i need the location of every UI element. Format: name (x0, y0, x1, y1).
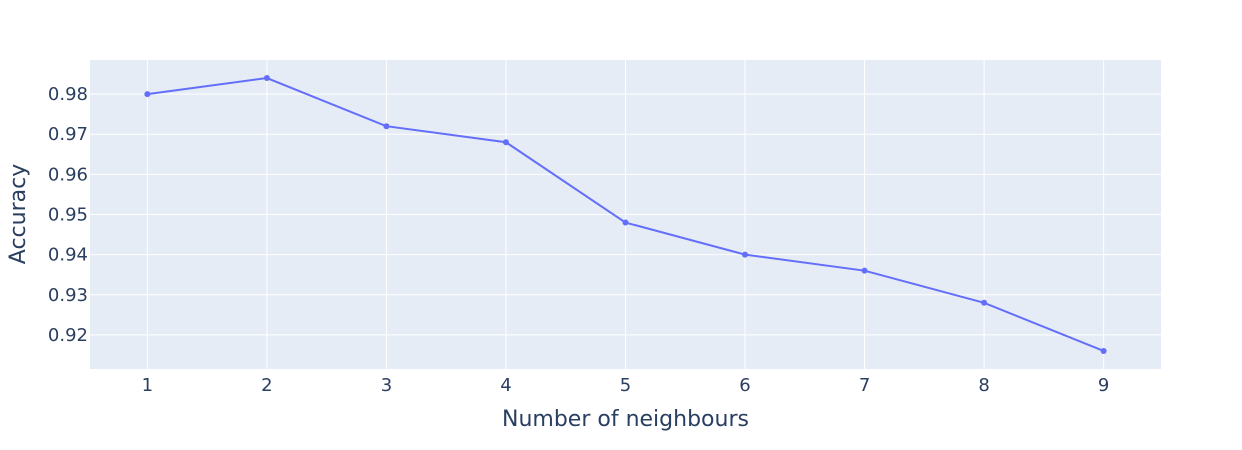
data-point (861, 267, 868, 274)
y-tick-label: 0.92 (48, 325, 88, 346)
x-tick-label: 1 (142, 375, 153, 396)
x-tick-label: 8 (978, 375, 989, 396)
y-tick-labels: 0.92 0.93 0.94 0.95 0.96 0.97 0.98 (48, 84, 88, 346)
x-tick-label: 2 (261, 375, 272, 396)
x-tick-labels: 1 2 3 4 5 6 7 8 9 (142, 375, 1110, 396)
y-tick-label: 0.95 (48, 205, 88, 226)
y-tick-label: 0.97 (48, 124, 88, 145)
data-point (742, 251, 749, 258)
x-tick-label: 3 (381, 375, 392, 396)
x-tick-label: 9 (1098, 375, 1109, 396)
data-point (502, 139, 509, 146)
y-tick-label: 0.94 (48, 245, 88, 266)
data-point (981, 299, 988, 306)
data-point (1100, 347, 1107, 354)
data-points (144, 75, 1107, 354)
data-point (144, 91, 151, 98)
y-tick-label: 0.93 (48, 285, 88, 306)
data-point (263, 75, 270, 82)
data-point (622, 219, 629, 226)
x-tick-label: 4 (500, 375, 511, 396)
x-tick-label: 5 (620, 375, 631, 396)
x-tick-label: 6 (739, 375, 750, 396)
y-tick-label: 0.98 (48, 84, 88, 105)
x-axis-title: Number of neighbours (502, 407, 749, 432)
y-axis-title: Accuracy (6, 164, 31, 264)
y-tick-label: 0.96 (48, 164, 88, 185)
data-point (383, 123, 390, 130)
x-tick-label: 7 (859, 375, 870, 396)
y-gridlines (90, 93, 1161, 336)
